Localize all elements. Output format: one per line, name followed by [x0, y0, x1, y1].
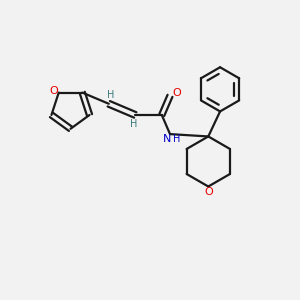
Text: O: O [49, 86, 58, 96]
Text: H: H [106, 90, 114, 100]
Text: O: O [204, 188, 213, 197]
Text: N: N [163, 134, 171, 144]
Text: H: H [173, 134, 180, 144]
Text: H: H [130, 119, 137, 129]
Text: O: O [172, 88, 181, 98]
